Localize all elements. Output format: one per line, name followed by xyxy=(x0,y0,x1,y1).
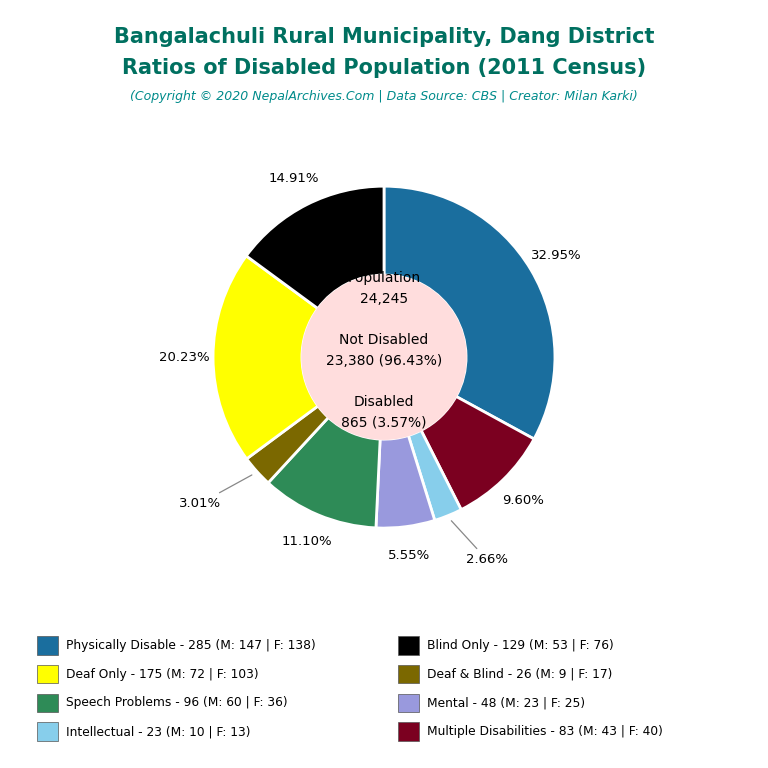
Text: Multiple Disabilities - 83 (M: 43 | F: 40): Multiple Disabilities - 83 (M: 43 | F: 4… xyxy=(427,725,664,738)
Text: 3.01%: 3.01% xyxy=(179,475,252,510)
Text: 5.55%: 5.55% xyxy=(389,549,431,562)
FancyBboxPatch shape xyxy=(38,723,58,740)
Text: Blind Only - 129 (M: 53 | F: 76): Blind Only - 129 (M: 53 | F: 76) xyxy=(427,639,614,652)
Wedge shape xyxy=(421,396,534,510)
Text: 14.91%: 14.91% xyxy=(269,172,319,185)
Text: 11.10%: 11.10% xyxy=(282,535,333,548)
Text: Mental - 48 (M: 23 | F: 25): Mental - 48 (M: 23 | F: 25) xyxy=(427,697,585,710)
FancyBboxPatch shape xyxy=(38,636,58,654)
Wedge shape xyxy=(268,418,380,528)
Text: 9.60%: 9.60% xyxy=(502,495,545,507)
Text: (Copyright © 2020 NepalArchives.Com | Data Source: CBS | Creator: Milan Karki): (Copyright © 2020 NepalArchives.Com | Da… xyxy=(130,90,638,103)
Text: 20.23%: 20.23% xyxy=(159,351,210,364)
Text: 32.95%: 32.95% xyxy=(531,249,581,262)
Wedge shape xyxy=(247,406,329,483)
FancyBboxPatch shape xyxy=(399,636,419,654)
Text: Bangalachuli Rural Municipality, Dang District: Bangalachuli Rural Municipality, Dang Di… xyxy=(114,27,654,47)
Text: Population
24,245

Not Disabled
23,380 (96.43%)

Disabled
865 (3.57%): Population 24,245 Not Disabled 23,380 (9… xyxy=(326,271,442,429)
Text: 2.66%: 2.66% xyxy=(452,521,508,567)
FancyBboxPatch shape xyxy=(38,665,58,684)
Text: Ratios of Disabled Population (2011 Census): Ratios of Disabled Population (2011 Cens… xyxy=(122,58,646,78)
Text: Deaf & Blind - 26 (M: 9 | F: 17): Deaf & Blind - 26 (M: 9 | F: 17) xyxy=(427,667,613,680)
FancyBboxPatch shape xyxy=(38,694,58,712)
FancyBboxPatch shape xyxy=(399,723,419,740)
FancyBboxPatch shape xyxy=(399,694,419,712)
Wedge shape xyxy=(376,435,435,528)
Text: Intellectual - 23 (M: 10 | F: 13): Intellectual - 23 (M: 10 | F: 13) xyxy=(66,725,251,738)
Wedge shape xyxy=(247,186,384,309)
Wedge shape xyxy=(213,256,318,458)
Wedge shape xyxy=(409,430,462,521)
Text: Physically Disable - 285 (M: 147 | F: 138): Physically Disable - 285 (M: 147 | F: 13… xyxy=(66,639,316,652)
FancyBboxPatch shape xyxy=(399,665,419,684)
Text: Speech Problems - 96 (M: 60 | F: 36): Speech Problems - 96 (M: 60 | F: 36) xyxy=(66,697,288,710)
Text: Deaf Only - 175 (M: 72 | F: 103): Deaf Only - 175 (M: 72 | F: 103) xyxy=(66,667,259,680)
Wedge shape xyxy=(384,186,555,439)
Circle shape xyxy=(302,275,466,439)
